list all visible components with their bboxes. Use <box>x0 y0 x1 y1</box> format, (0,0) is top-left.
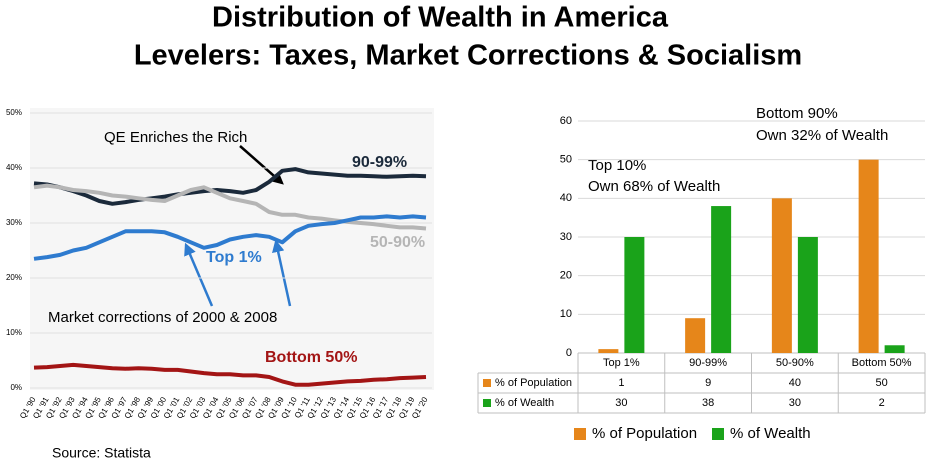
series-label: Bottom 50% <box>265 349 357 366</box>
x-tick-label: Bottom 50% <box>852 357 912 369</box>
y-tick-label: 30% <box>6 218 22 227</box>
title-line: Distribution of Wealth in America <box>212 2 669 34</box>
annotation: QE Enriches the Rich <box>104 129 247 146</box>
table-value: 30 <box>615 397 627 409</box>
bar <box>685 318 706 353</box>
bar <box>884 345 905 353</box>
table-row-label: % of Wealth <box>495 397 554 409</box>
y-tick-label: 10 <box>560 308 572 320</box>
source: Source: Statista <box>52 445 151 461</box>
y-tick-label: 30 <box>560 231 572 243</box>
table-value: 38 <box>702 397 714 409</box>
annotation: Bottom 90% <box>756 105 838 122</box>
bar <box>771 198 792 353</box>
annotation: Top 10% <box>588 157 646 174</box>
y-tick-label: 40% <box>6 163 22 172</box>
table-value: 9 <box>705 377 711 389</box>
table-value: 50 <box>876 377 888 389</box>
table-key <box>483 379 491 387</box>
y-tick-label: 40 <box>560 192 572 204</box>
series-label: 50-90% <box>370 234 425 251</box>
bar <box>858 159 879 353</box>
legend-key <box>712 428 724 440</box>
series-line <box>33 167 427 206</box>
annotation: Market corrections of 2000 & 2008 <box>48 309 277 326</box>
table-value: 40 <box>789 377 801 389</box>
title-line: Levelers: Taxes, Market Corrections & So… <box>134 40 802 72</box>
table-value: 2 <box>879 397 885 409</box>
annotation: Own 32% of Wealth <box>756 127 888 144</box>
series-line <box>33 214 427 261</box>
x-tick-label: 90-99% <box>689 357 727 369</box>
annotation: Own 68% of Wealth <box>588 178 720 195</box>
arrow <box>184 242 214 307</box>
arrow <box>272 239 292 307</box>
series-label: 90-99% <box>352 154 407 171</box>
y-tick-label: 50 <box>560 154 572 166</box>
legend-key <box>574 428 586 440</box>
x-tick-label: Top 1% <box>603 357 640 369</box>
table-value: 1 <box>618 377 624 389</box>
y-tick-label: 20 <box>560 270 572 282</box>
y-tick-label: 10% <box>6 328 22 337</box>
y-tick-label: 0 <box>566 347 572 359</box>
series-label: Top 1% <box>206 249 262 266</box>
table-key <box>483 399 491 407</box>
bar <box>797 237 818 353</box>
x-tick-label: 50-90% <box>776 357 814 369</box>
y-tick-label: 50% <box>6 108 22 117</box>
table-value: 30 <box>789 397 801 409</box>
bar <box>598 349 619 353</box>
y-tick-label: 60 <box>560 115 572 127</box>
y-tick-label: 20% <box>6 273 22 282</box>
bar <box>624 237 645 353</box>
legend-label: % of Wealth <box>730 425 811 442</box>
series-line <box>33 183 427 231</box>
series-line <box>33 362 427 387</box>
legend-label: % of Population <box>592 425 697 442</box>
table-row-label: % of Population <box>495 377 572 389</box>
plot-background <box>30 108 434 390</box>
bar <box>711 206 732 353</box>
y-tick-label: 0% <box>10 383 22 392</box>
